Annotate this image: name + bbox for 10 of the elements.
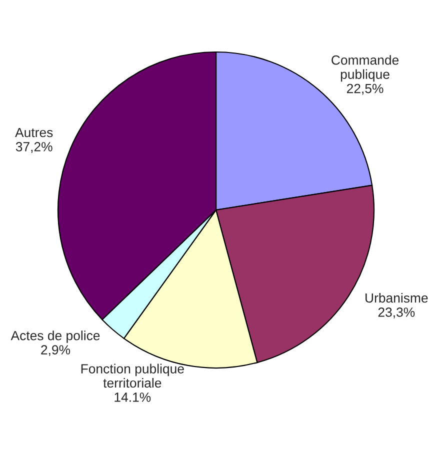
- slice-label: Actes de police: [10, 330, 100, 343]
- slice-label: Autres: [15, 128, 53, 138]
- slice-label: Fonction publique territoriale: [81, 364, 184, 388]
- slice-label: Commande publique: [332, 55, 399, 82]
- data-label: 37,2%: [16, 142, 52, 153]
- data-label: 2,9%: [41, 345, 70, 356]
- data-label: 23,3%: [378, 308, 415, 318]
- data-label: 14.1%: [114, 392, 151, 402]
- slice-label: Urbanisme: [366, 292, 428, 303]
- data-label: 22,5%: [346, 84, 384, 95]
